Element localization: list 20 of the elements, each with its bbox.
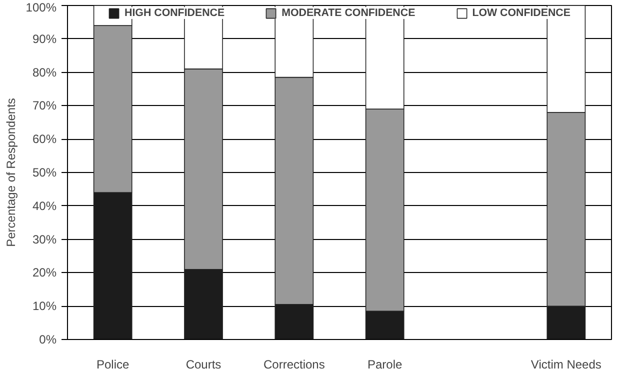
y-tick-label: 60%: [32, 132, 57, 146]
y-tick-label: 0%: [39, 332, 57, 346]
y-tick-label: 90%: [32, 32, 57, 46]
y-tick-label: 20%: [32, 266, 57, 280]
y-tick-label: 50%: [32, 166, 57, 180]
y-tick-label: 10%: [32, 299, 57, 314]
legend-label: MODERATE CONFIDENCE: [282, 7, 416, 19]
y-tick-label: 70%: [32, 98, 57, 113]
y-tick-label: 30%: [32, 232, 57, 246]
y-tick-label: 80%: [32, 65, 57, 80]
y-tick-label: 40%: [32, 198, 57, 213]
x-tick-label: Corrections: [263, 358, 325, 372]
x-tick-label: Courts: [186, 358, 222, 372]
y-tick-label: 100%: [26, 0, 57, 14]
x-tick-label: Victim Needs: [530, 358, 602, 372]
x-tick-label: Parole: [367, 358, 403, 372]
legend-label: HIGH CONFIDENCE: [124, 7, 225, 19]
legend-label: LOW CONFIDENCE: [472, 7, 570, 19]
y-axis-title: Percentage of Respondents: [4, 98, 18, 247]
x-tick-label: Police: [96, 358, 130, 372]
